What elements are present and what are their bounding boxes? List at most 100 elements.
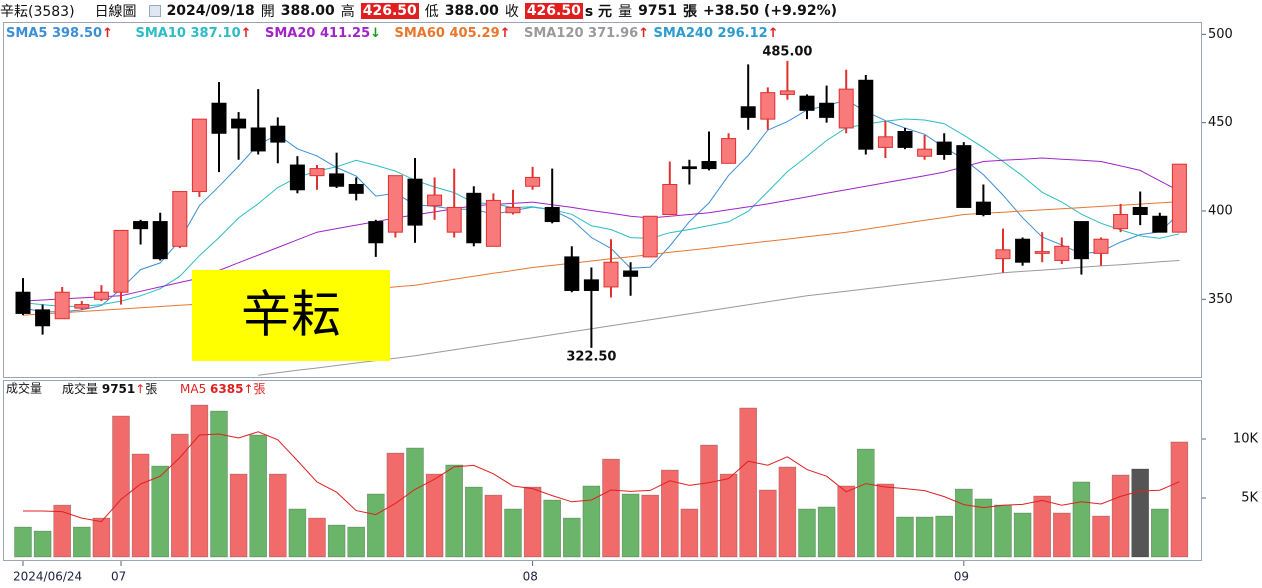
watermark: 辛耘 bbox=[241, 286, 341, 344]
volume-bar bbox=[1013, 512, 1032, 558]
volume-bar bbox=[33, 530, 52, 558]
candle-body bbox=[721, 138, 737, 164]
volume-bar bbox=[562, 517, 581, 558]
candle-body bbox=[1152, 215, 1168, 233]
checkbox[interactable] bbox=[148, 5, 161, 17]
candle-body bbox=[54, 291, 70, 320]
candle-body bbox=[642, 215, 658, 258]
volume-bar bbox=[758, 489, 777, 558]
y-tick-label: 350 bbox=[1208, 292, 1233, 307]
volume-bar bbox=[464, 486, 483, 558]
chart-kind[interactable]: 日線圖 bbox=[94, 4, 137, 20]
candle-body bbox=[1034, 251, 1050, 254]
candle-body bbox=[368, 221, 384, 244]
legend-entry: SMA5 398.50↑ bbox=[6, 26, 113, 41]
volume: 9751 bbox=[638, 3, 678, 19]
volume-bar bbox=[229, 473, 248, 558]
x-tick-label: 09 bbox=[954, 570, 969, 584]
volume-bar bbox=[837, 485, 856, 558]
candle-body bbox=[956, 145, 972, 208]
volume-bar bbox=[641, 494, 660, 558]
legend-arrow: ↑ bbox=[102, 26, 113, 41]
volume-bar bbox=[974, 498, 993, 558]
candle-body bbox=[1113, 214, 1129, 230]
candle-body bbox=[1054, 245, 1070, 261]
volume-bar bbox=[778, 466, 797, 558]
candle-body bbox=[407, 178, 423, 226]
volume-bar bbox=[876, 483, 895, 558]
volume-bar bbox=[621, 493, 640, 558]
volume-bar bbox=[347, 526, 366, 558]
candle-body bbox=[289, 164, 305, 191]
candle-body bbox=[270, 125, 286, 143]
volume-bar bbox=[190, 404, 209, 558]
volume-bar bbox=[92, 517, 111, 558]
candle-body bbox=[35, 309, 51, 327]
legend-name: SMA240 bbox=[654, 26, 714, 41]
candle-body bbox=[779, 90, 795, 95]
legend-arrow: ↑ bbox=[638, 26, 649, 41]
volume-bar bbox=[268, 473, 287, 558]
candle-body bbox=[838, 88, 854, 129]
volume-bar bbox=[327, 524, 346, 558]
candle-body bbox=[309, 168, 325, 177]
candle-body bbox=[936, 141, 952, 155]
candle-body bbox=[172, 191, 188, 247]
price-annotation: 485.00 bbox=[762, 44, 812, 59]
legend-value: 371.96 bbox=[588, 26, 638, 41]
legend-name: SMA10 bbox=[136, 26, 186, 41]
date: 2024/09/18 bbox=[166, 3, 255, 19]
candle-body bbox=[505, 206, 521, 214]
legend-name: SMA120 bbox=[524, 26, 584, 41]
legend-name: SMA60 bbox=[395, 26, 445, 41]
volume-bar bbox=[680, 508, 699, 558]
candle-body bbox=[348, 183, 364, 194]
volume-bar bbox=[1092, 515, 1110, 558]
volume-bar bbox=[935, 515, 954, 558]
candle-body bbox=[133, 221, 149, 230]
candle-body bbox=[858, 79, 874, 150]
volume-bar bbox=[798, 508, 816, 558]
candle-body bbox=[1093, 238, 1109, 254]
sma-line bbox=[22, 118, 1180, 307]
volume-bar bbox=[856, 448, 875, 558]
candle-body bbox=[15, 291, 31, 314]
legend-value: 6385 bbox=[210, 382, 243, 396]
candle-body bbox=[740, 106, 756, 118]
candle-body bbox=[897, 131, 913, 148]
price-annotation: 322.50 bbox=[566, 349, 616, 364]
volume-bar bbox=[112, 415, 130, 558]
volume-bar bbox=[445, 464, 464, 558]
candle-body bbox=[485, 199, 501, 247]
legend-arrow: ↑ bbox=[768, 26, 779, 41]
legend-value: 411.25 bbox=[320, 26, 370, 41]
candle-body bbox=[191, 118, 207, 193]
volume-bar bbox=[14, 526, 32, 558]
candle-body bbox=[427, 194, 443, 207]
volume-bar bbox=[484, 494, 503, 558]
candle-body bbox=[799, 95, 815, 111]
legend-value: 296.12 bbox=[718, 26, 768, 41]
volume-bar bbox=[366, 493, 385, 558]
legend-entry: SMA20 411.25↓ bbox=[265, 26, 381, 41]
volume-bar bbox=[1170, 441, 1189, 558]
y-tick-label: 5K bbox=[1241, 491, 1258, 506]
volume-bar bbox=[602, 458, 620, 558]
volume-bar bbox=[523, 486, 542, 558]
volume-bar bbox=[151, 465, 169, 558]
volume-bar bbox=[1111, 474, 1130, 558]
change: +38.50 (+9.92%) bbox=[703, 3, 838, 19]
legend-unit: 張 bbox=[254, 382, 266, 396]
legend-entry: SMA240 296.12↑ bbox=[654, 26, 779, 41]
legend-name: SMA5 bbox=[6, 26, 47, 41]
volume-bar bbox=[994, 504, 1012, 558]
legend-entry: SMA10 387.10↑ bbox=[136, 26, 252, 41]
x-tick-label: 2024/06/24 bbox=[13, 570, 82, 584]
quote-header: 辛耘(3583) 日線圖 2024/09/18 開 388.00 高 426.5… bbox=[0, 0, 1262, 22]
volume-bar bbox=[817, 506, 836, 558]
candle-body bbox=[1073, 221, 1089, 260]
volume-label: 量 bbox=[618, 4, 633, 20]
candle-body bbox=[250, 127, 266, 152]
candle-body bbox=[662, 183, 678, 216]
